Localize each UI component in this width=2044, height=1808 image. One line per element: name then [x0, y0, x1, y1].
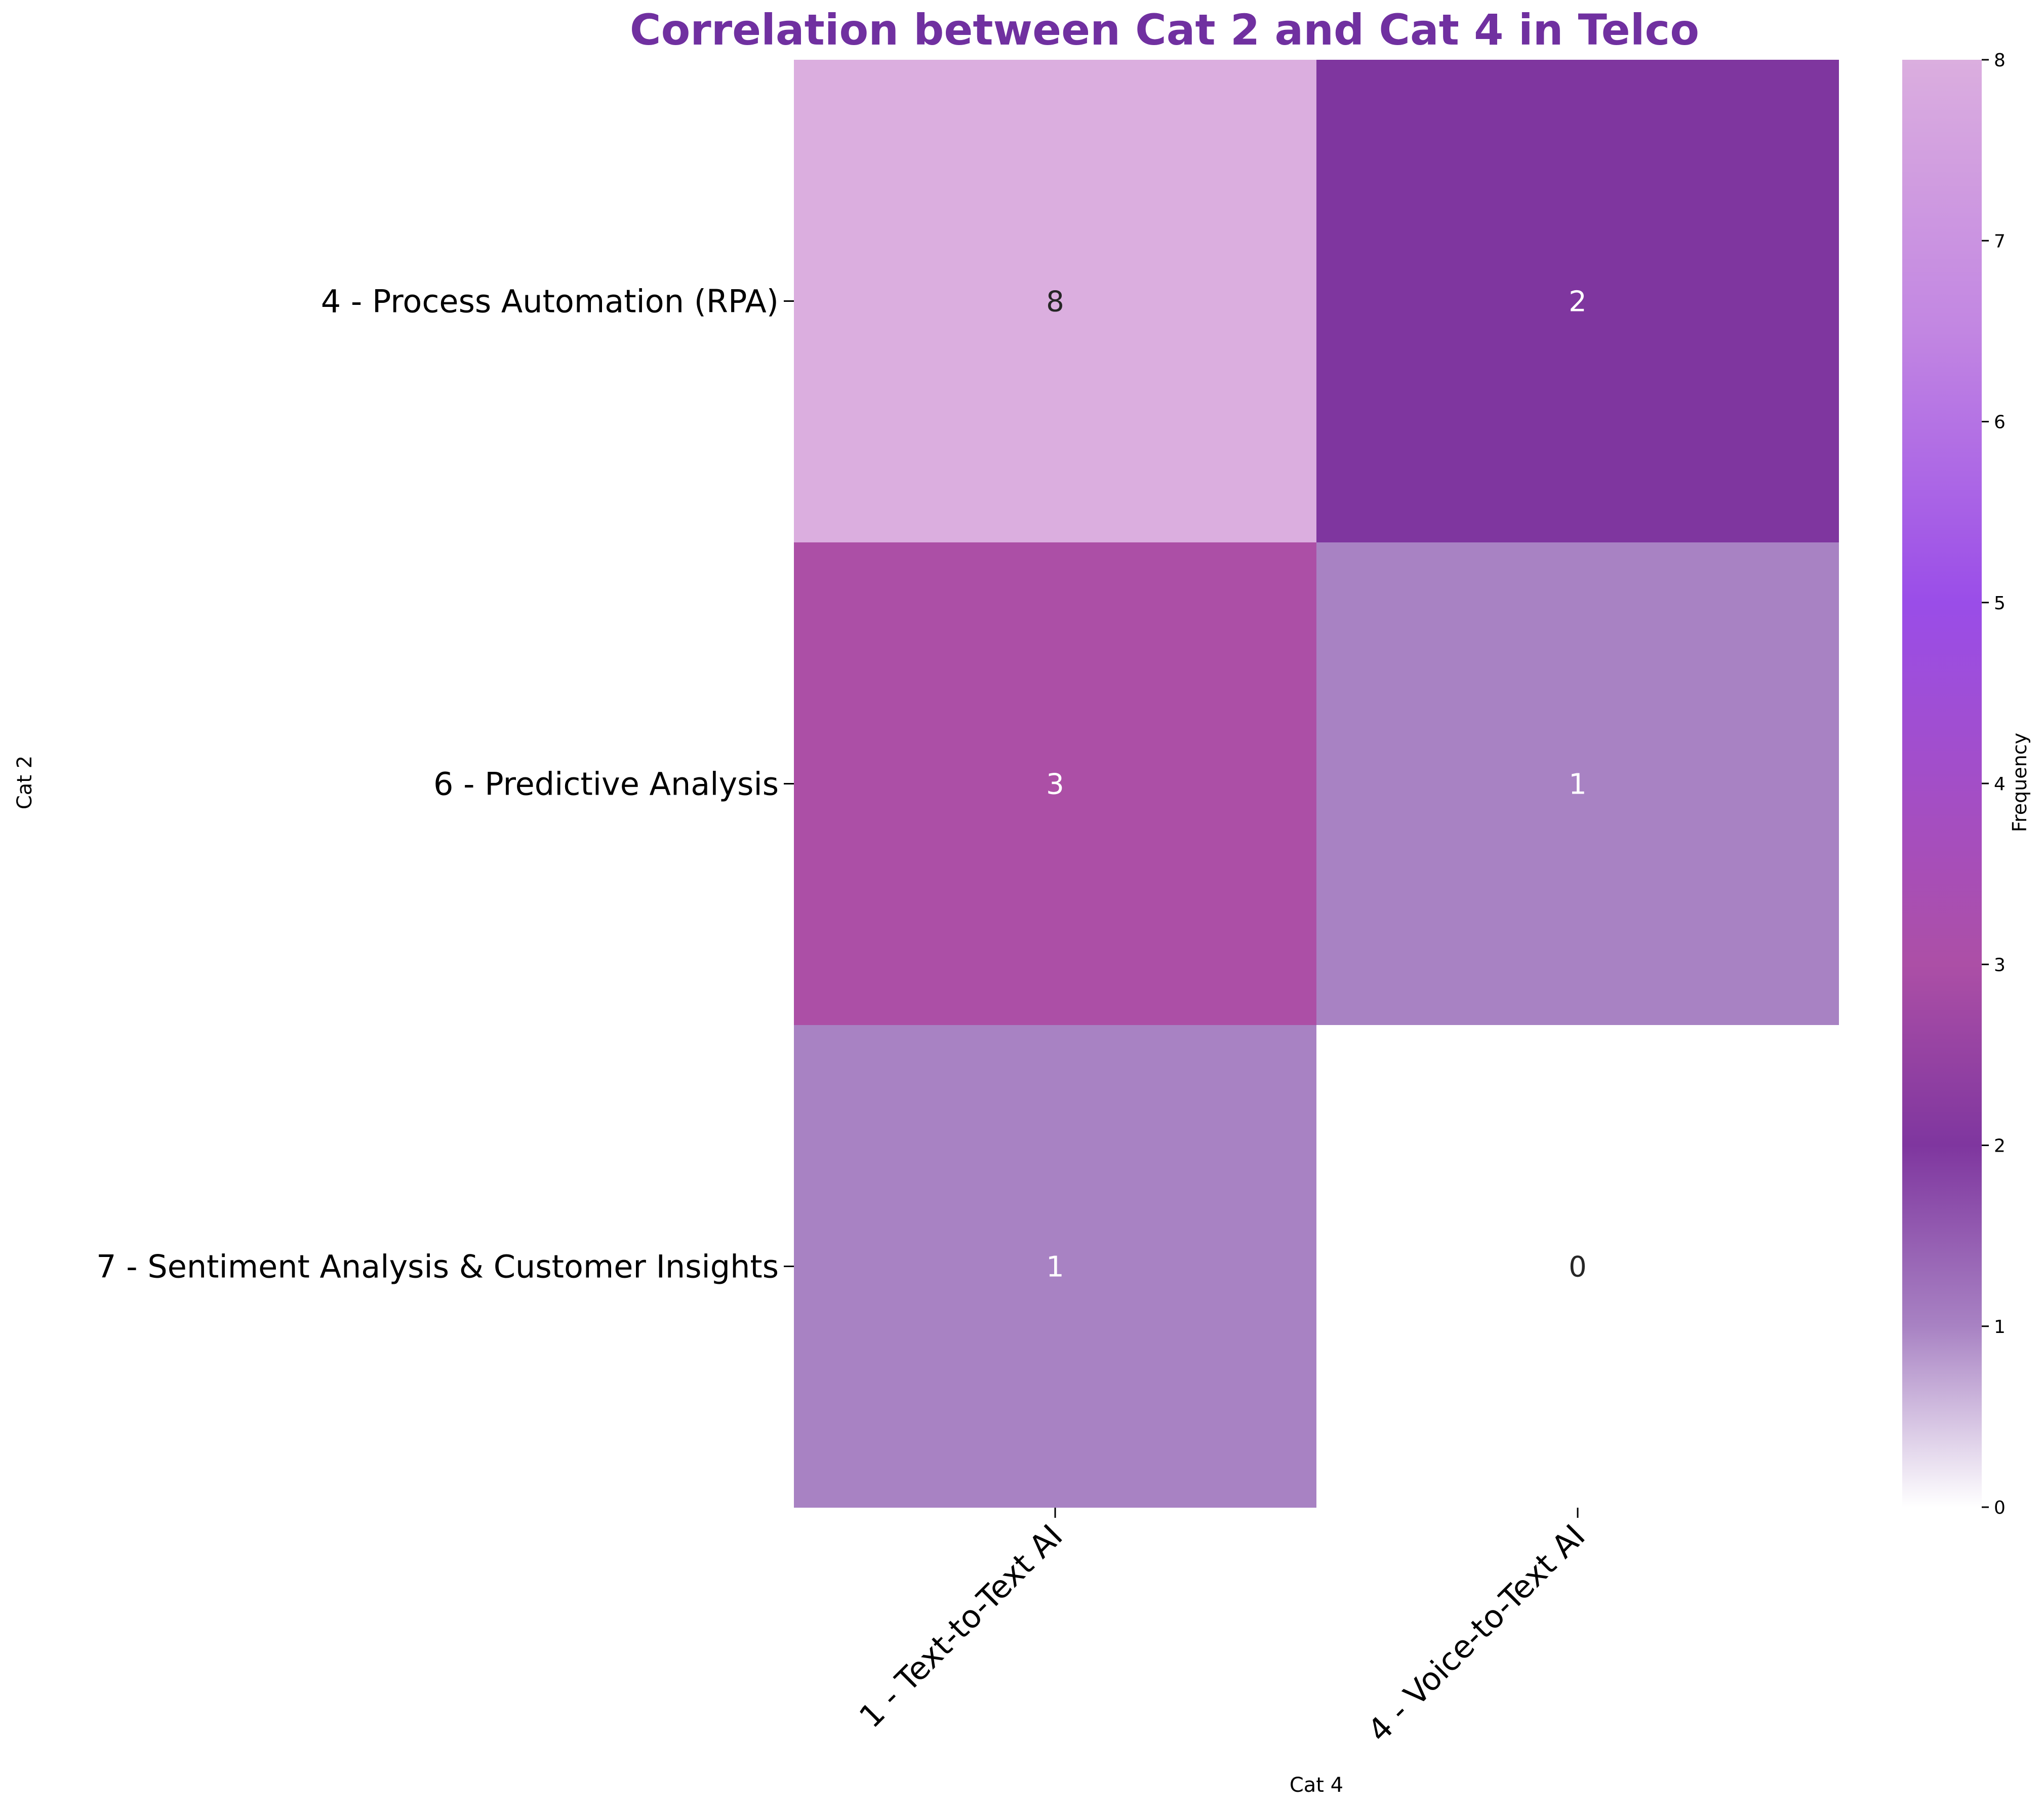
- y-tick-label: 7 - Sentiment Analysis & Customer Insigh…: [96, 1248, 779, 1285]
- heatmap-cell: [1316, 542, 1839, 1025]
- colorbar-tick-label: 2: [1994, 1136, 2006, 1157]
- y-tick-label: 4 - Process Automation (RPA): [321, 283, 779, 320]
- heatmap-cell: [794, 542, 1316, 1025]
- colorbar-tick-label: 8: [1994, 50, 2006, 71]
- colorbar-tick-label: 6: [1994, 412, 2006, 433]
- colorbar-tick-label: 7: [1994, 231, 2006, 252]
- colorbar-tick-label: 1: [1994, 1317, 2006, 1338]
- colorbar: 0 1 2 3 4 5 6 7 8: [1902, 50, 2006, 1518]
- cell-value-label: 1: [1046, 1251, 1064, 1284]
- colorbar-tick-label: 4: [1994, 774, 2006, 795]
- y-tick-label: 6 - Predictive Analysis: [433, 766, 779, 803]
- x-tick-label: 4 - Voice-to-Text AI: [1360, 1517, 1592, 1749]
- cell-value-label: 8: [1046, 286, 1064, 319]
- chart-title: Correlation between Cat 2 and Cat 4 in T…: [630, 5, 1699, 55]
- heatmap-cell: [1316, 1025, 1839, 1508]
- cell-value-label: 3: [1046, 768, 1064, 801]
- colorbar-gradient: [1902, 60, 1982, 1507]
- colorbar-label: Frequency: [2009, 733, 2031, 832]
- cell-value-label: 1: [1569, 768, 1587, 801]
- y-axis-label: Cat 2: [13, 756, 36, 809]
- heatmap-cell: [794, 60, 1316, 542]
- heatmap-cells: 8 2 3 1 1 0: [794, 60, 1839, 1508]
- cell-value-label: 2: [1569, 286, 1587, 319]
- heatmap-cell: [794, 1025, 1316, 1508]
- cell-value-label: 0: [1569, 1251, 1587, 1284]
- heatmap-cell: [1316, 60, 1839, 542]
- colorbar-tick-label: 0: [1994, 1498, 2006, 1518]
- x-axis-label: Cat 4: [1290, 1774, 1343, 1797]
- x-tick-label: 1 - Text-to-Text AI: [852, 1517, 1070, 1735]
- colorbar-tick-label: 3: [1994, 955, 2006, 975]
- colorbar-tick-label: 5: [1994, 593, 2006, 614]
